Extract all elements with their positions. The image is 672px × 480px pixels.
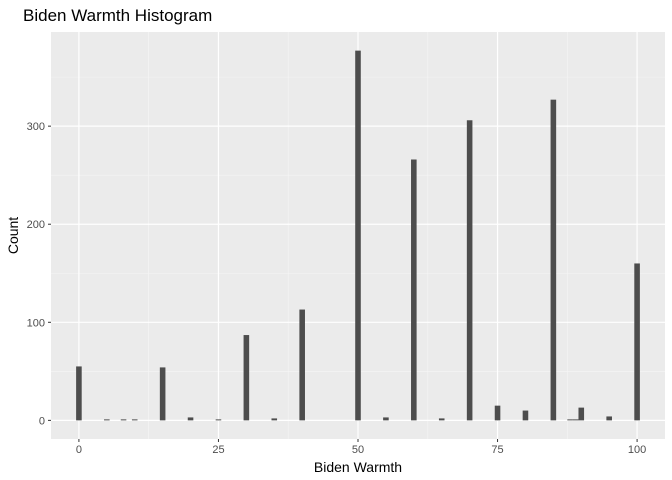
x-tick-label: 0: [76, 444, 82, 456]
histogram-bar: [411, 159, 417, 421]
histogram-bar: [606, 416, 612, 421]
histogram-bar: [466, 120, 473, 421]
histogram-bar: [131, 419, 138, 421]
histogram-bar: [522, 410, 529, 421]
histogram-bar: [355, 50, 361, 421]
histogram-bar: [120, 419, 127, 421]
histogram-bar: [215, 419, 222, 421]
histogram-bar: [159, 367, 166, 421]
x-axis-title: Biden Warmth: [314, 459, 402, 475]
x-tick-label: 100: [628, 444, 646, 456]
y-tick-label: 200: [27, 219, 45, 231]
histogram-bar: [634, 263, 640, 421]
histogram-bar: [572, 419, 579, 421]
x-tick-label: 25: [212, 444, 224, 456]
histogram-bar: [299, 309, 305, 421]
chart-title: Biden Warmth Histogram: [23, 6, 212, 25]
histogram-bar: [578, 407, 585, 421]
histogram-bars: [76, 50, 640, 421]
histogram-bar: [494, 405, 501, 421]
histogram-bar: [104, 419, 110, 421]
histogram-bar: [243, 335, 250, 421]
x-tick-label: 50: [352, 444, 364, 456]
histogram-bar: [187, 417, 194, 421]
y-tick-label: 100: [27, 317, 45, 329]
histogram-bar: [567, 419, 573, 421]
histogram-bar: [271, 418, 278, 421]
histogram-bar: [550, 99, 557, 421]
histogram-bar: [438, 418, 445, 421]
histogram-bar: [383, 417, 389, 421]
y-tick-label: 300: [27, 121, 45, 133]
y-axis-ticks: 0 100 200 300: [27, 121, 51, 427]
x-axis-ticks: 0 25 50 75 100: [76, 439, 646, 456]
y-axis-title: Count: [5, 217, 21, 254]
y-tick-label: 0: [39, 415, 45, 427]
histogram-bar: [76, 366, 82, 421]
x-tick-label: 75: [491, 444, 503, 456]
